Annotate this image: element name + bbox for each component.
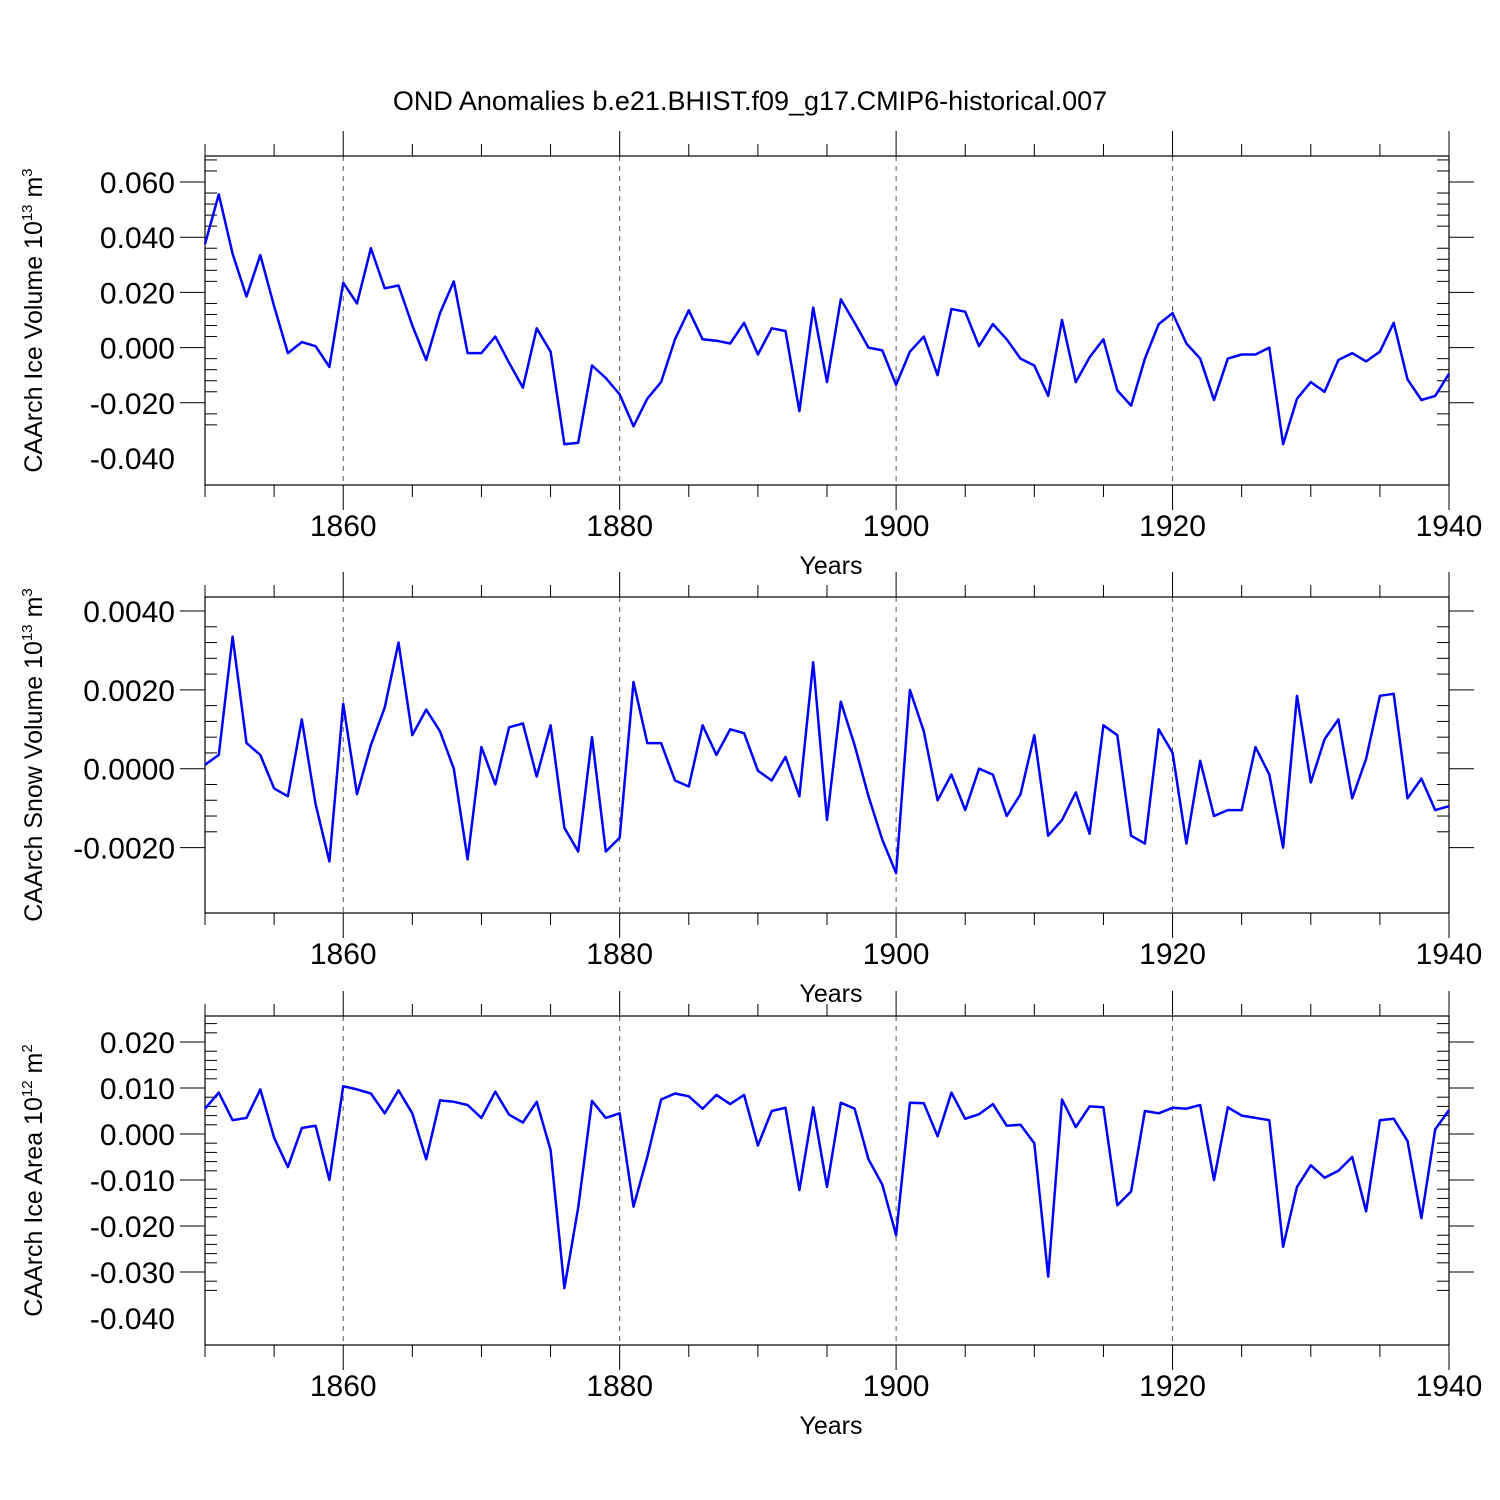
chart-panel-1: -0.040 -0.020 0.000 0.020 0.040 0.060 1860 1880… (19, 131, 1482, 580)
y-tick-label: 0.040 (100, 222, 175, 255)
x-tick-label: 1880 (586, 938, 653, 971)
chart-panel-2: -0.0020 0.0000 0.0020 0.0040 1860 1880 1900 192… (19, 572, 1482, 1008)
x-tick-label: 1920 (1139, 938, 1206, 971)
x-tick-label: 1880 (586, 1370, 653, 1403)
series-line (204, 1084, 1451, 1290)
x-tick-label: 1940 (1416, 510, 1483, 543)
y-axis-title-unit-exponent: 3 (19, 588, 36, 596)
plot-frame (204, 596, 1450, 914)
y-tick-label: 0.0040 (83, 596, 175, 629)
y-axis-title-unit: m (20, 597, 48, 625)
y-tick-label: 0.000 (100, 1119, 175, 1152)
series-line (204, 635, 1450, 875)
y-axis-title-unit: m (20, 1053, 48, 1081)
x-tick-label: 1940 (1416, 938, 1483, 971)
figure-title: OND Anomalies b.e21.BHIST.f09_g17.CMIP6-… (393, 86, 1107, 116)
y-tick-label: -0.020 (90, 1211, 175, 1244)
x-tick-label: 1860 (310, 1370, 377, 1403)
y-axis-title-exponent: 13 (19, 624, 36, 641)
chart-panel-3: -0.040 -0.030 -0.020 -0.010 0.000 0.010 0.020 1… (19, 991, 1482, 1440)
x-tick-label: 1880 (586, 510, 653, 543)
y-axis-title: CAArch Snow Volume 1013 m3 (19, 588, 48, 922)
y-axis-title-unit: m (20, 177, 48, 205)
x-tick-label: 1860 (310, 510, 377, 543)
y-axis-title-exponent: 12 (19, 1080, 36, 1097)
y-tick-label: 0.060 (100, 167, 175, 200)
y-axis-title-text: CAArch Snow Volume 10 (20, 641, 48, 922)
y-tick-label: -0.040 (90, 1303, 175, 1336)
series-line (203, 193, 1451, 446)
y-tick-label: -0.040 (90, 443, 175, 476)
y-axis-title-text: CAArch Ice Volume 10 (20, 221, 48, 473)
y-tick-label: -0.0020 (73, 833, 175, 866)
y-tick-label: 0.0000 (83, 754, 175, 787)
y-axis-title: CAArch Ice Area 1012 m2 (19, 1044, 48, 1316)
x-tick-label: 1940 (1416, 1370, 1483, 1403)
y-tick-label: -0.020 (90, 388, 175, 421)
y-tick-label: 0.020 (100, 1027, 175, 1060)
plot-frame (204, 155, 1450, 486)
x-tick-label: 1900 (863, 1370, 930, 1403)
x-tick-label: 1900 (863, 938, 930, 971)
y-tick-label: 0.010 (100, 1073, 175, 1106)
x-axis-title: Years (799, 1412, 862, 1440)
y-tick-label: -0.010 (90, 1165, 175, 1198)
chart-panels: -0.040 -0.020 0.000 0.020 0.040 0.060 1860 1880… (19, 131, 1482, 1440)
y-axis-title-text: CAArch Ice Area 10 (20, 1097, 48, 1317)
y-axis-title: CAArch Ice Volume 1013 m3 (19, 168, 48, 472)
y-tick-label: 0.000 (100, 333, 175, 366)
x-tick-label: 1920 (1139, 1370, 1206, 1403)
y-axis-title-unit-exponent: 3 (19, 168, 36, 176)
x-axis-title: Years (799, 980, 862, 1008)
x-tick-label: 1860 (310, 938, 377, 971)
x-tick-label: 1900 (863, 510, 930, 543)
x-axis-title: Years (799, 552, 862, 580)
x-tick-label: 1920 (1139, 510, 1206, 543)
y-tick-label: -0.030 (90, 1257, 175, 1290)
y-tick-label: 0.020 (100, 277, 175, 310)
y-axis-title-unit-exponent: 2 (19, 1044, 36, 1052)
y-tick-label: 0.0020 (83, 675, 175, 708)
y-axis-title-exponent: 13 (19, 204, 36, 221)
